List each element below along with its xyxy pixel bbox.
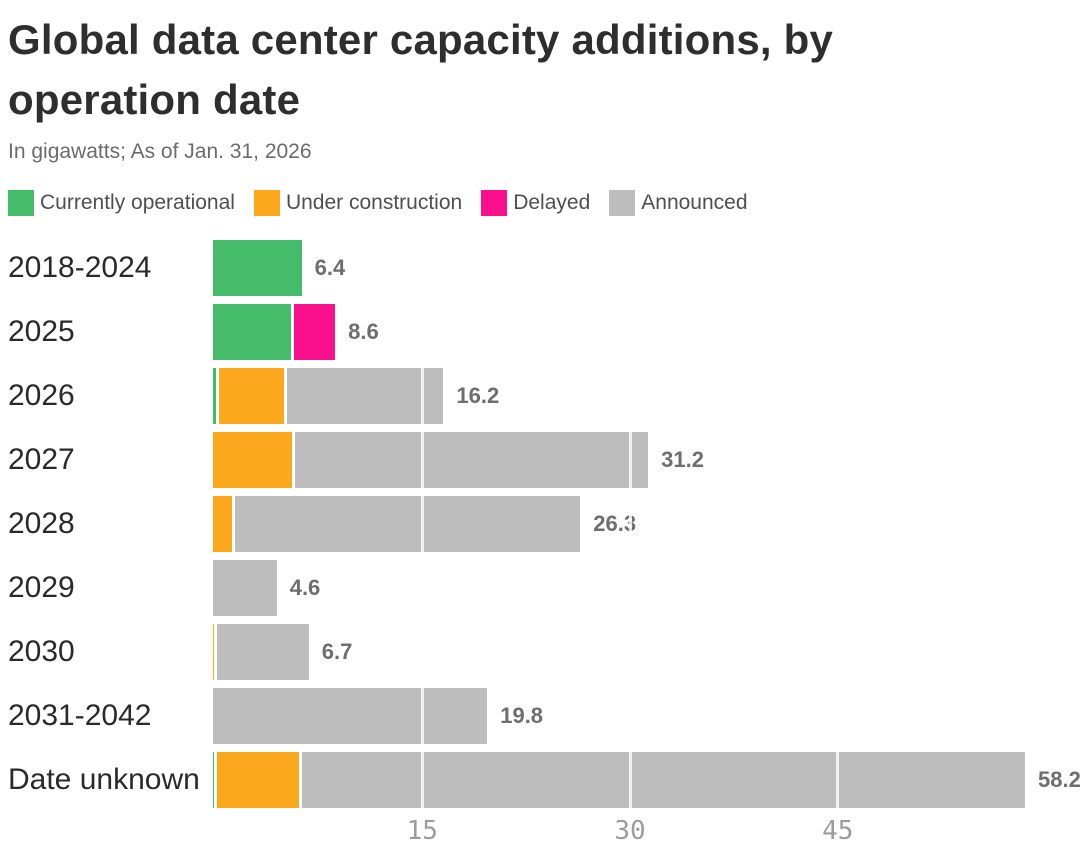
bar-track: 31.2 — [213, 432, 704, 488]
chart: Global data center capacity additions, b… — [0, 10, 1080, 856]
legend-label: Currently operational — [40, 191, 235, 214]
row-label: 2028 — [8, 507, 75, 540]
legend-label: Under construction — [285, 191, 463, 214]
bar-track: 16.2 — [213, 368, 499, 424]
bar-track: 6.7 — [213, 624, 352, 680]
bar-segment-operational — [213, 368, 216, 424]
bar-row: 2031-2042 19.8 — [8, 688, 1080, 744]
bar-track: 4.6 — [213, 560, 320, 616]
value-label: 8.6 — [348, 319, 379, 344]
value-label: 6.4 — [314, 255, 346, 280]
bar-track: 26.3 — [213, 496, 636, 552]
bar-row: 2025 8.6 — [8, 304, 1080, 360]
legend: Currently operational Under construction D… — [8, 190, 1080, 216]
legend-swatch-construction — [253, 190, 280, 216]
bar-segment-operational — [213, 752, 215, 808]
value-label: 19.8 — [500, 703, 544, 728]
value-label: 31.2 — [661, 447, 704, 472]
bar-segment-announced — [302, 752, 1026, 808]
value-label: 58.2 — [1038, 767, 1080, 792]
bar-track: 19.8 — [213, 688, 543, 744]
legend-item-operational: Currently operational — [8, 190, 235, 216]
axis-tick-label: 30 — [614, 816, 646, 846]
bar-row: 2026 16.2 — [8, 368, 1080, 424]
bar-segment-announced — [286, 368, 444, 424]
bar-segment-announced — [217, 624, 309, 680]
page-subtitle: In gigawatts; As of Jan. 31, 2026 — [8, 140, 312, 163]
bar-segment-announced — [213, 560, 277, 616]
row-label: 2027 — [8, 443, 75, 476]
row-label: Date unknown — [8, 763, 200, 796]
legend-item-delayed: Delayed — [481, 190, 590, 216]
value-label: 4.6 — [289, 575, 321, 600]
axis-tick-label: 15 — [406, 816, 438, 846]
value-label: 26.3 — [593, 511, 637, 536]
row-label: 2026 — [8, 379, 75, 412]
bar-segment-announced — [213, 688, 488, 744]
row-label: 2018-2024 — [8, 251, 152, 284]
bar-track: 8.6 — [213, 304, 379, 360]
legend-label: Delayed — [513, 191, 591, 214]
bar-row: 2027 31.2 — [8, 432, 1080, 488]
bar-segment-construction — [218, 368, 284, 424]
bar-segment-operational — [213, 304, 291, 360]
page-title: Global data center capacity additions, b… — [8, 16, 834, 123]
legend-swatch-announced — [609, 190, 636, 216]
value-label: 6.7 — [321, 639, 353, 664]
bar-track: 58.2 — [213, 752, 1080, 808]
bar-segment-construction — [217, 752, 300, 808]
legend-item-announced: Announced — [609, 190, 748, 216]
legend-swatch-operational — [8, 190, 34, 216]
bar-segment-operational — [213, 240, 302, 296]
axis-tick-label: 45 — [822, 816, 854, 846]
value-label: 16.2 — [456, 383, 500, 408]
row-label: 2025 — [8, 315, 75, 348]
bar-row: 2030 6.7 — [8, 624, 1080, 680]
row-label: 2030 — [8, 635, 75, 668]
bar-track: 6.4 — [213, 240, 345, 296]
bar-row: 2028 26.3 — [8, 496, 1080, 552]
bar-row: 2018-2024 6.4 — [8, 240, 1080, 296]
bar-segment-construction — [213, 432, 292, 488]
bar-segment-announced — [294, 432, 649, 488]
bar-segment-announced — [235, 496, 581, 552]
bar-row: 2029 4.6 — [8, 560, 1080, 616]
bar-segment-construction — [213, 624, 215, 680]
x-axis: 15 30 45 — [8, 816, 1080, 848]
legend-swatch-delayed — [481, 190, 508, 216]
row-label: 2029 — [8, 571, 75, 604]
row-label: 2031-2042 — [8, 699, 152, 732]
plot-area: 2018-2024 6.4 2025 8.6 2026 16.2 2027 31.2 2028 2… — [8, 240, 1080, 808]
bar-row: Date unknown 58.2 — [8, 752, 1080, 808]
bar-segment-construction — [213, 496, 233, 552]
legend-item-construction: Under construction — [253, 190, 463, 216]
bar-segment-delayed — [293, 304, 336, 360]
legend-label: Announced — [641, 191, 748, 214]
